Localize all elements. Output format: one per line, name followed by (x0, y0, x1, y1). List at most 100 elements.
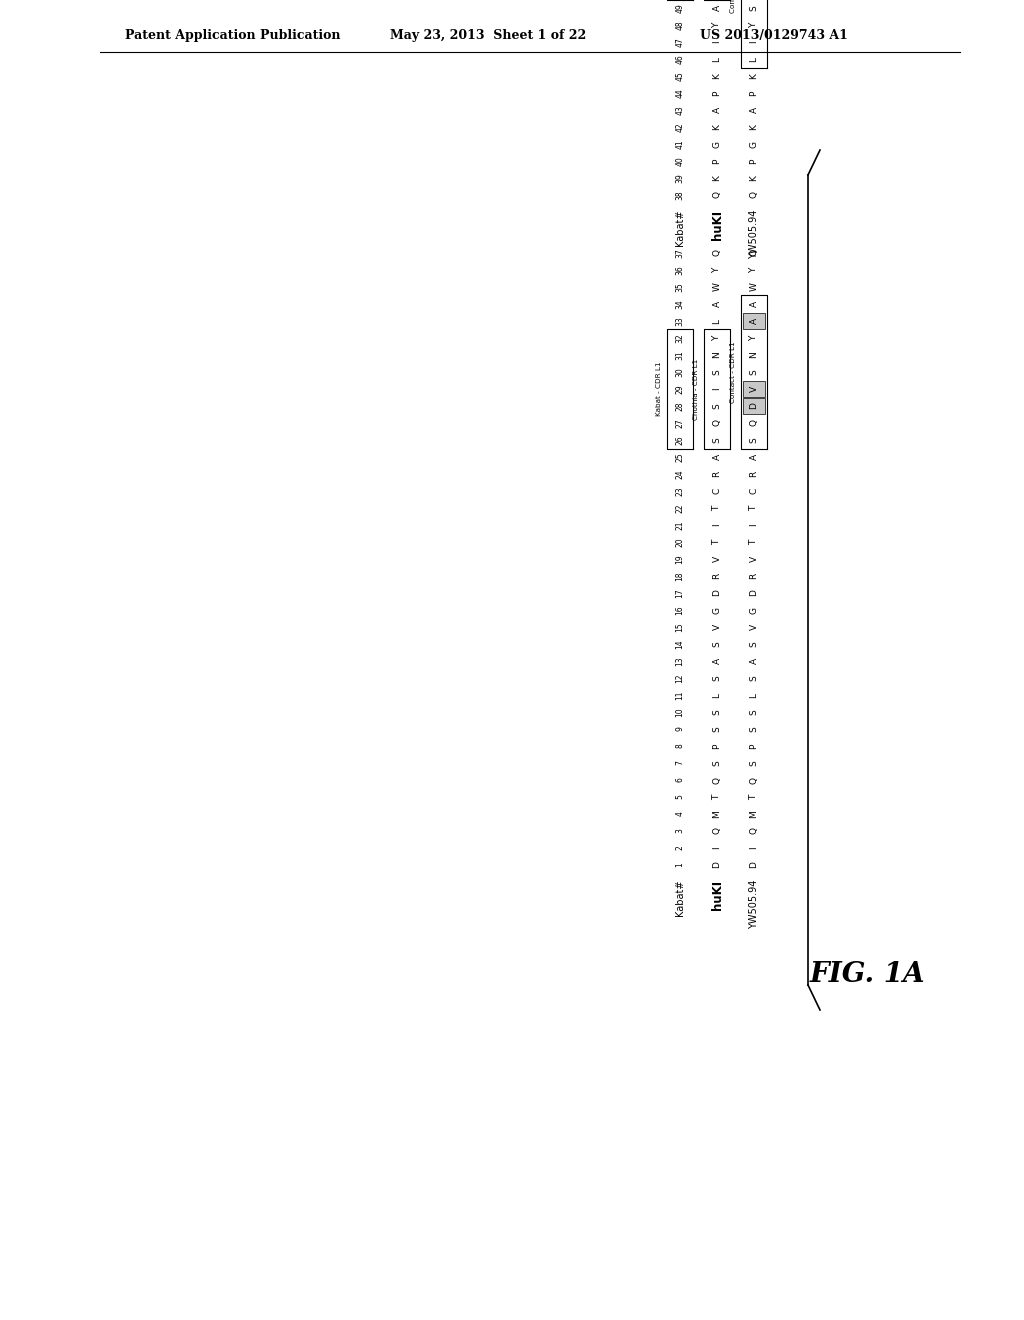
Text: 10: 10 (676, 708, 684, 717)
Text: K: K (713, 176, 722, 181)
Text: 44: 44 (676, 88, 684, 98)
Text: 6: 6 (676, 777, 684, 783)
Text: Y: Y (750, 268, 759, 273)
Text: S: S (713, 642, 722, 647)
Text: L: L (713, 57, 722, 62)
Text: S: S (750, 437, 759, 444)
Text: S: S (713, 726, 722, 731)
Text: A: A (750, 454, 759, 461)
Text: 31: 31 (676, 350, 684, 360)
Text: S: S (713, 437, 722, 444)
Text: 30: 30 (676, 367, 684, 378)
Text: S: S (713, 709, 722, 715)
Text: 28: 28 (676, 401, 684, 411)
Text: 3: 3 (676, 829, 684, 833)
Text: Q: Q (713, 191, 722, 198)
Text: M: M (713, 810, 722, 818)
Text: P: P (713, 90, 722, 95)
Text: S: S (750, 709, 759, 715)
Text: G: G (750, 140, 759, 148)
Text: 39: 39 (676, 173, 684, 183)
Text: Kabat#: Kabat# (675, 880, 685, 916)
Text: 17: 17 (676, 589, 684, 598)
Polygon shape (743, 397, 765, 414)
Text: T: T (750, 795, 759, 800)
Text: 5: 5 (676, 795, 684, 800)
Text: R: R (713, 573, 722, 579)
Text: 36: 36 (676, 265, 684, 275)
Text: D: D (713, 862, 722, 869)
Text: Q: Q (713, 249, 722, 256)
Text: 20: 20 (676, 537, 684, 546)
Text: T: T (713, 506, 722, 511)
Text: D: D (750, 590, 759, 597)
Text: S: S (713, 370, 722, 375)
Text: huKI: huKI (711, 210, 724, 240)
Text: V: V (750, 624, 759, 630)
Text: R: R (713, 471, 722, 477)
Text: P: P (750, 743, 759, 748)
Text: S: S (750, 642, 759, 647)
Text: C: C (750, 488, 759, 494)
Text: 34: 34 (676, 300, 684, 309)
Text: 29: 29 (676, 384, 684, 393)
Text: D: D (713, 590, 722, 597)
Text: D: D (750, 403, 759, 409)
Text: A: A (713, 5, 722, 11)
Text: K: K (750, 73, 759, 79)
Text: Q: Q (750, 776, 759, 784)
Text: Q: Q (713, 420, 722, 426)
Text: 18: 18 (676, 572, 684, 581)
Text: S: S (713, 760, 722, 766)
Text: I: I (713, 388, 722, 391)
Text: T: T (750, 506, 759, 511)
Text: Y: Y (713, 268, 722, 273)
Text: 41: 41 (676, 139, 684, 149)
Text: Y: Y (750, 335, 759, 341)
Text: Q: Q (713, 828, 722, 834)
Text: A: A (750, 318, 759, 325)
Text: Y: Y (713, 335, 722, 341)
Text: US 2013/0129743 A1: US 2013/0129743 A1 (700, 29, 848, 41)
Text: M: M (750, 810, 759, 818)
Text: 4: 4 (676, 812, 684, 817)
Text: V: V (750, 556, 759, 562)
Text: 33: 33 (676, 315, 684, 326)
Text: 46: 46 (676, 54, 684, 63)
Text: N: N (750, 351, 759, 358)
Text: Kabat#: Kabat# (675, 210, 685, 247)
Text: 26: 26 (676, 436, 684, 445)
Text: D: D (750, 862, 759, 869)
Text: Q: Q (713, 776, 722, 784)
Text: 47: 47 (676, 37, 684, 48)
Text: L: L (713, 693, 722, 697)
Text: V: V (713, 556, 722, 562)
Text: P: P (750, 90, 759, 95)
Text: A: A (750, 301, 759, 308)
Text: 43: 43 (676, 106, 684, 115)
Text: huKI: huKI (711, 880, 724, 909)
Text: V: V (713, 624, 722, 630)
Text: 48: 48 (676, 20, 684, 30)
Text: P: P (713, 743, 722, 748)
Text: W: W (750, 282, 759, 292)
Text: S: S (750, 675, 759, 681)
Text: S: S (750, 760, 759, 766)
Text: P: P (713, 158, 722, 164)
Text: I: I (713, 41, 722, 44)
Text: 7: 7 (676, 760, 684, 766)
Text: K: K (750, 176, 759, 181)
Text: C: C (713, 488, 722, 494)
Text: 13: 13 (676, 656, 684, 665)
Text: 23: 23 (676, 486, 684, 496)
Text: Q: Q (750, 828, 759, 834)
Text: G: G (750, 606, 759, 614)
Text: I: I (713, 524, 722, 527)
Text: S: S (750, 370, 759, 375)
Text: YW505.94: YW505.94 (749, 880, 759, 929)
Text: YW505.94: YW505.94 (749, 210, 759, 259)
Text: 9: 9 (676, 726, 684, 731)
Text: 38: 38 (676, 190, 684, 199)
Text: R: R (750, 573, 759, 579)
Text: V: V (750, 385, 759, 392)
